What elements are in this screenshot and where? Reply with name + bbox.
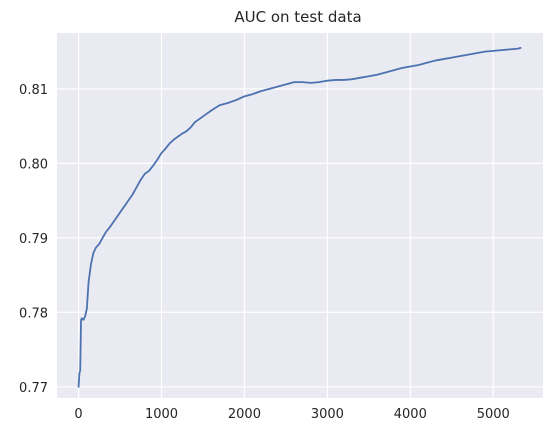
y-tick-label: 0.79 [19, 232, 48, 247]
y-axis: 0.77 0.78 0.79 0.80 0.81 [19, 83, 48, 396]
y-tick-label: 0.77 [19, 381, 48, 396]
x-tick-label: 2000 [228, 407, 261, 422]
y-tick-label: 0.80 [19, 157, 48, 172]
x-tick-label: 4000 [394, 407, 427, 422]
x-tick-label: 0 [74, 407, 82, 422]
gridlines [57, 33, 543, 398]
series-line [77, 47, 522, 388]
y-tick-label: 0.81 [19, 83, 48, 98]
series-group [77, 47, 522, 388]
chart-title: AUC on test data [234, 8, 361, 26]
x-tick-label: 1000 [145, 407, 178, 422]
plot-area [57, 33, 543, 398]
x-tick-label: 3000 [311, 407, 344, 422]
y-tick-label: 0.78 [19, 306, 48, 321]
x-tick-label: 5000 [477, 407, 510, 422]
x-axis: 0 1000 2000 3000 4000 5000 [74, 407, 509, 422]
